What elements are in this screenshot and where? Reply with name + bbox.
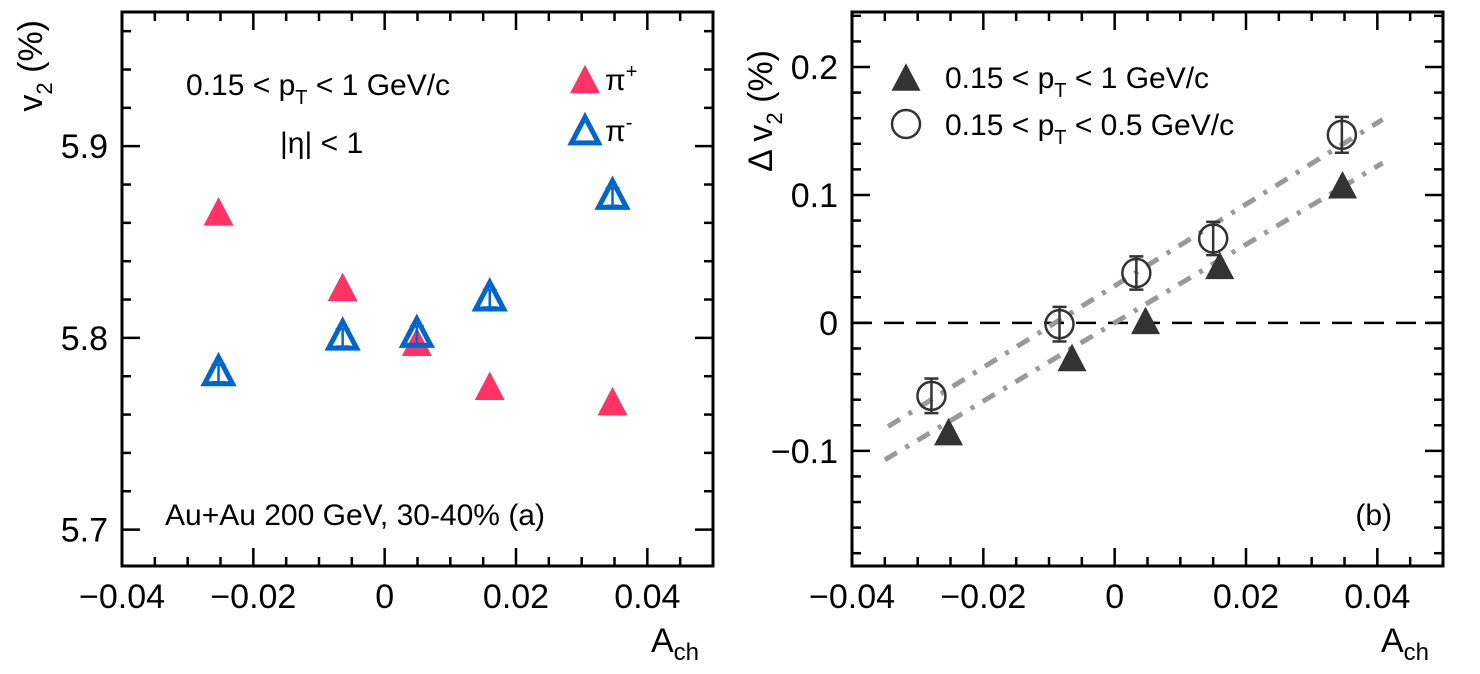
legend-marker-low-pt [890, 108, 922, 140]
data-point-low-pt [1197, 223, 1229, 254]
x-tick-label: −0.02 [210, 578, 296, 616]
x-tick-label: 0.02 [1213, 578, 1279, 616]
data-point-full-pt [1205, 251, 1235, 280]
x-tick-label: −0.02 [940, 578, 1026, 616]
legend-label-pi-plus: π+ [605, 61, 637, 97]
data-point-low-pt [1326, 119, 1358, 151]
y-tick-label: 0.1 [791, 177, 838, 215]
x-tick-label: 0 [375, 578, 394, 616]
data-point-full-pt [1131, 306, 1161, 335]
y-axis-label: Δ v2 (%) [742, 50, 787, 172]
data-point-full-pt [1057, 343, 1087, 372]
y-axis-label: v2 (%) [12, 20, 57, 112]
data-point-pi-plus [327, 272, 358, 302]
annotation-eta-cut: |η| < 1 [280, 127, 363, 160]
data-point-pi-minus [200, 351, 237, 387]
panel-label: (b) [1355, 499, 1392, 532]
panel-a: −0.04 −0.02 0 0.02 0.04 5.7 5.8 5.9 Ach v2 (%) 0.1… [12, 10, 715, 666]
x-tick-label: −0.04 [79, 578, 165, 616]
legend-marker-full-pt [891, 63, 921, 91]
y-tick-label: 5.7 [61, 512, 108, 550]
annotation-collision-system: Au+Au 200 GeV, 30-40% (a) [165, 499, 545, 532]
legend-marker-pi-minus [567, 111, 603, 146]
x-axis-label: Ach [1381, 622, 1429, 666]
y-tick-label: 5.8 [61, 320, 108, 358]
plot-frame [850, 10, 1445, 568]
x-tick-label: 0 [1105, 578, 1124, 616]
data-point-pi-plus [597, 386, 628, 416]
legend-label-low-pt: 0.15 < pT < 0.5 GeV/c [945, 109, 1234, 149]
x-tick-label: −0.04 [809, 578, 895, 616]
x-tick-label: 0.04 [1344, 578, 1410, 616]
legend-label-pi-minus: π- [605, 112, 632, 148]
data-point-pi-minus [398, 313, 435, 348]
data-point-low-pt [1044, 308, 1075, 340]
x-tick-label: 0.04 [614, 578, 680, 616]
fit-line [883, 160, 1384, 462]
data-point-pi-minus [324, 316, 361, 351]
panel-b: −0.04 −0.02 0 0.02 0.04 −0.1 0 0.1 0.2 Ach Δ v2 (%… [742, 10, 1445, 666]
data-point-pi-plus [474, 371, 505, 401]
data-point-pi-plus [203, 197, 234, 226]
y-tick-label: 0.2 [791, 49, 838, 87]
x-tick-label: 0.02 [483, 578, 549, 616]
x-axis-label: Ach [651, 622, 699, 666]
y-tick-label: −0.1 [771, 433, 838, 471]
legend-label-full-pt: 0.15 < pT < 1 GeV/c [945, 62, 1209, 102]
data-point-pi-minus [594, 175, 631, 210]
legend-marker-pi-plus [570, 64, 600, 94]
y-tick-label: 5.9 [61, 128, 108, 166]
y-tick-label: 0 [819, 305, 838, 343]
annotation-pt-cut: 0.15 < pT < 1 GeV/c [186, 69, 450, 109]
data-point-low-pt [916, 380, 947, 412]
data-point-low-pt [1121, 257, 1152, 289]
data-point-pi-minus [471, 277, 508, 312]
data-point-full-pt [934, 417, 964, 446]
data-point-full-pt [1328, 170, 1358, 199]
